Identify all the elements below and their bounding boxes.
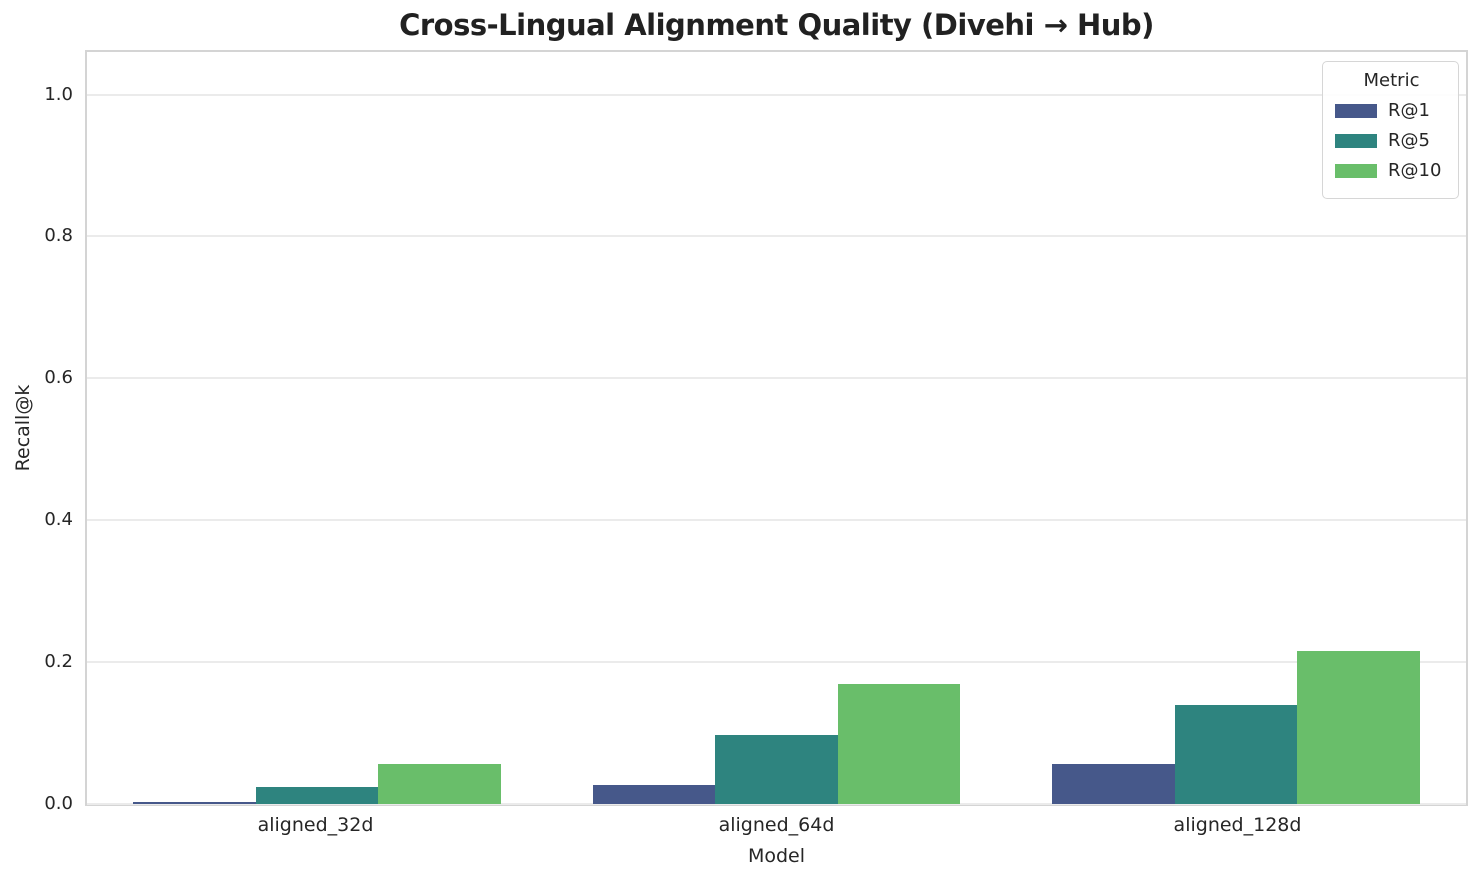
x-tick-label-aligned_64d: aligned_64d bbox=[718, 814, 835, 836]
gridline bbox=[87, 93, 1466, 96]
legend-label: R@5 bbox=[1388, 130, 1430, 151]
legend-label: R@1 bbox=[1388, 100, 1430, 121]
legend-title: Metric bbox=[1363, 70, 1420, 91]
plot-area bbox=[85, 50, 1468, 806]
legend-item-r1: R@1 bbox=[1335, 100, 1448, 121]
legend-items: R@1 R@5 R@10 bbox=[1335, 100, 1448, 181]
y-tick-label: 0.2 bbox=[44, 651, 73, 673]
y-axis-ticks: 0.0 0.2 0.4 0.6 0.8 1.0 bbox=[0, 50, 73, 814]
y-tick-label: 1.0 bbox=[44, 83, 73, 105]
bar-aligned_64d-r5 bbox=[715, 735, 838, 804]
legend-label: R@10 bbox=[1388, 160, 1442, 181]
gridline bbox=[87, 377, 1466, 380]
legend: Metric R@1 R@5 R@10 bbox=[1322, 61, 1459, 199]
legend-swatch bbox=[1335, 103, 1377, 118]
bar-aligned_64d-r10 bbox=[837, 684, 961, 804]
gridline bbox=[87, 519, 1466, 522]
chart-title: Cross-Lingual Alignment Quality (Divehi … bbox=[399, 8, 1154, 42]
bar-aligned_128d-r10 bbox=[1297, 651, 1421, 804]
y-tick-label: 0.0 bbox=[44, 793, 73, 814]
bar-aligned_32d-r1 bbox=[132, 801, 256, 804]
bar-aligned_32d-r10 bbox=[378, 764, 501, 804]
y-tick-label: 0.8 bbox=[44, 225, 73, 247]
legend-item-r10: R@10 bbox=[1335, 160, 1448, 181]
gridline bbox=[87, 661, 1466, 664]
gridline bbox=[87, 803, 1466, 805]
x-axis-label: Model bbox=[747, 845, 806, 867]
x-tick-label-aligned_32d: aligned_32d bbox=[257, 814, 374, 836]
legend-swatch bbox=[1335, 133, 1377, 148]
y-axis-label: Recall@k bbox=[12, 384, 34, 472]
legend-item-r5: R@5 bbox=[1335, 130, 1448, 151]
x-tick-label-aligned_128d: aligned_128d bbox=[1173, 814, 1302, 836]
bar-aligned_128d-r5 bbox=[1174, 704, 1298, 804]
bar-aligned_32d-r5 bbox=[255, 786, 379, 804]
gridline bbox=[87, 235, 1466, 238]
bar-aligned_64d-r1 bbox=[592, 784, 716, 804]
legend-swatch bbox=[1335, 163, 1377, 178]
y-tick-label: 0.4 bbox=[44, 509, 73, 531]
bar-aligned_128d-r1 bbox=[1052, 763, 1175, 804]
x-axis-ticks: aligned_32d aligned_64d aligned_128d bbox=[85, 814, 1468, 840]
y-tick-label: 0.6 bbox=[44, 367, 73, 389]
